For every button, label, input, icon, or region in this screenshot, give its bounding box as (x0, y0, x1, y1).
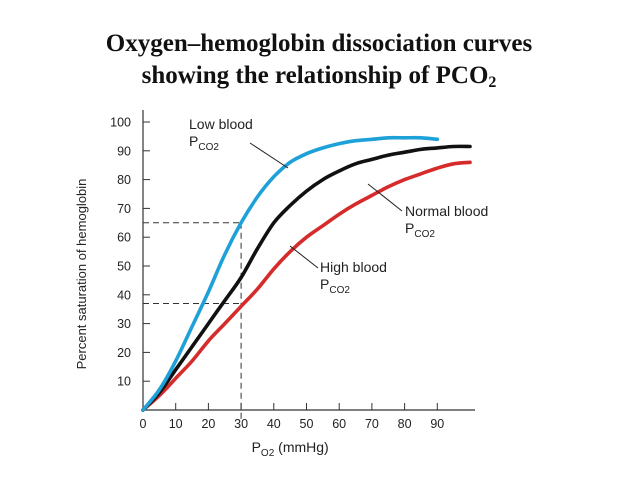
x-tick-label-40: 40 (267, 417, 281, 431)
y-tick-label-40: 40 (117, 288, 131, 302)
annotation-leader-low (249, 142, 289, 169)
annotation-label-normal: Normal blood (405, 203, 488, 219)
series-line-normal (141, 144, 472, 412)
annotation-pco2-low: PCO2 (189, 133, 219, 153)
annotation-pco2-sub: CO2 (329, 285, 350, 296)
y-tick-label-10: 10 (117, 375, 131, 389)
annotation-label-low: Low blood (189, 116, 253, 132)
x-axis-label-sub: O2 (261, 448, 275, 459)
y-tick-label-70: 70 (117, 202, 131, 216)
x-tick-label-10: 10 (169, 417, 183, 431)
annotation-pco2-base: P (320, 276, 329, 292)
annotation-label-high: High blood (320, 259, 387, 275)
x-axis-label-base: P (252, 439, 261, 455)
annotation-pco2-sub: CO2 (414, 229, 435, 240)
title-line-2: showing the relationship of PCO2 (0, 60, 638, 92)
series-line-low (141, 135, 440, 412)
y-tick-label-30: 30 (117, 317, 131, 331)
x-tick-label-20: 20 (201, 417, 215, 431)
annotation-pco2-base: P (189, 133, 198, 149)
x-tick-label-30: 30 (234, 417, 248, 431)
y-axis-label: Percent saturation of hemoglobin (74, 179, 89, 370)
title-line-2-text: showing the relationship of PCO (141, 62, 489, 89)
x-tick-label-90: 90 (430, 417, 444, 431)
x-tick-label-50: 50 (300, 417, 314, 431)
annotation-pco2-normal: PCO2 (405, 220, 435, 240)
y-tick-label-90: 90 (117, 144, 131, 158)
x-axis-label: PO2 (mmHg) (252, 439, 329, 459)
x-tick-label-70: 70 (365, 417, 379, 431)
y-tick-label-100: 100 (110, 116, 131, 130)
annotation-leader-high (289, 245, 319, 269)
annotation-pco2-high: PCO2 (320, 276, 350, 296)
title-line-1: Oxygen–hemoglobin dissociation curves (105, 30, 533, 57)
x-tick-label-80: 80 (398, 417, 412, 431)
y-tick-label-80: 80 (117, 173, 131, 187)
annotation-pco2-base: P (405, 220, 414, 236)
annotation-leader-normal (367, 183, 403, 212)
y-tick-label-60: 60 (117, 231, 131, 245)
x-axis-label-unit: (mmHg) (274, 439, 328, 455)
annotation-pco2-sub: CO2 (198, 142, 219, 153)
x-tick-label-0: 0 (140, 417, 147, 431)
y-tick-label-20: 20 (117, 346, 131, 360)
y-tick-label-50: 50 (117, 260, 131, 274)
title-line-2-subscript: 2 (488, 74, 497, 91)
x-tick-label-60: 60 (332, 417, 346, 431)
slide-title: Oxygen–hemoglobin dissociation curves sh… (0, 28, 638, 92)
series-line-high (141, 160, 472, 412)
